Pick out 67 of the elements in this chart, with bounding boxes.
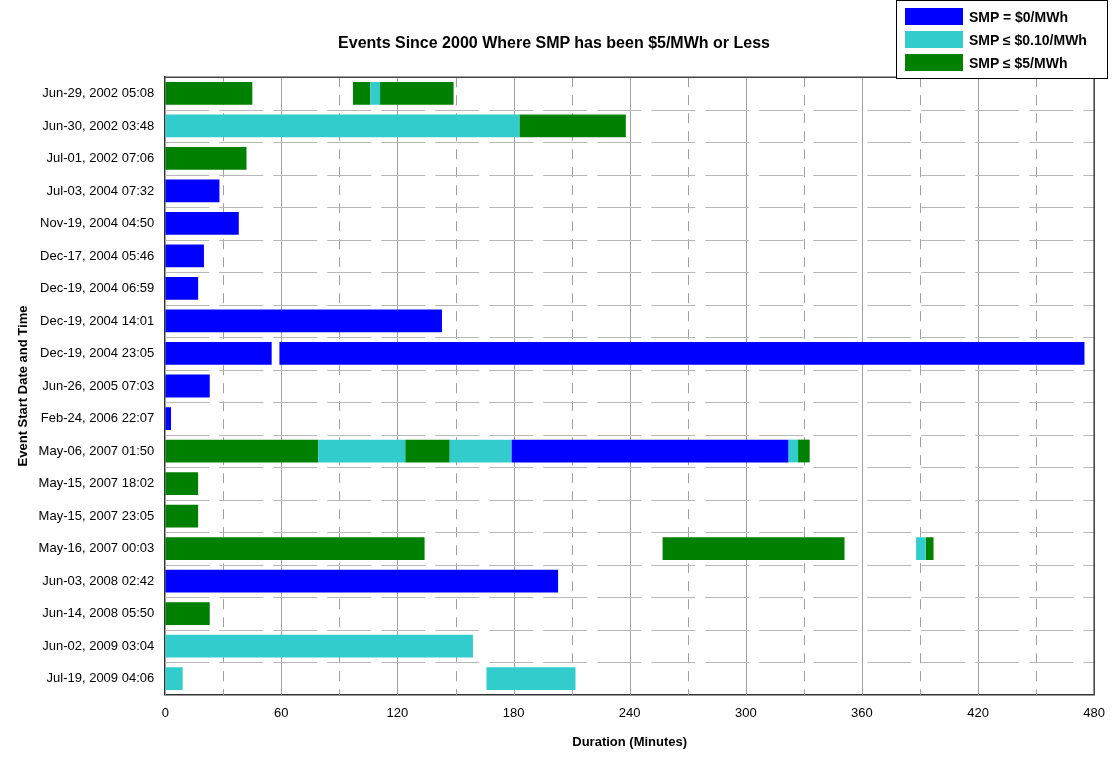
x-tick-label: 480 xyxy=(1083,705,1106,721)
y-tick-label: May-15, 2007 18:02 xyxy=(38,475,155,491)
bar xyxy=(165,504,199,528)
bar xyxy=(798,439,810,463)
y-tick-label: May-06, 2007 01:50 xyxy=(38,442,155,458)
legend-label: SMP ≤ $0.10/MWh xyxy=(969,31,1088,48)
bar xyxy=(165,309,442,333)
bar xyxy=(165,667,183,690)
chart-title: Events Since 2000 Where SMP has been $5/MWh or Less xyxy=(338,34,771,52)
bar xyxy=(165,537,425,560)
y-tick-label: May-16, 2007 00:03 xyxy=(38,540,155,556)
bar xyxy=(165,602,210,625)
bar xyxy=(165,569,559,593)
bar xyxy=(662,537,845,560)
bar xyxy=(165,244,204,268)
y-tick-label: Nov-19, 2004 04:50 xyxy=(40,215,155,231)
y-tick-label: Jun-26, 2005 07:03 xyxy=(42,377,155,393)
x-tick-label: 0 xyxy=(161,705,169,721)
x-tick-label: 300 xyxy=(734,705,757,721)
bar xyxy=(165,277,199,300)
y-tick-label: Jun-03, 2008 02:42 xyxy=(42,572,155,588)
legend-label: SMP ≤ $5/MWh xyxy=(969,54,1069,71)
bar xyxy=(165,342,272,365)
bar xyxy=(279,342,1085,365)
bar xyxy=(165,179,220,203)
bar xyxy=(165,82,253,105)
bar xyxy=(370,82,381,105)
bar xyxy=(916,537,926,560)
bar xyxy=(165,634,473,658)
y-axis-title: Event Start Date and Time xyxy=(15,305,31,467)
y-tick-label: Jun-30, 2002 03:48 xyxy=(42,117,155,133)
bar xyxy=(449,439,512,463)
bar xyxy=(519,114,626,138)
bar xyxy=(318,439,406,463)
x-axis-title: Duration (Minutes) xyxy=(572,733,688,749)
bar xyxy=(788,439,799,463)
y-tick-label: Feb-24, 2006 22:07 xyxy=(40,410,155,426)
y-tick-label: Jul-01, 2002 07:06 xyxy=(46,150,155,166)
bar xyxy=(165,439,319,463)
y-tick-label: Jun-29, 2002 05:08 xyxy=(42,85,155,101)
x-tick-label: 60 xyxy=(274,705,289,721)
y-tick-label: Dec-19, 2004 14:01 xyxy=(40,312,155,328)
bar xyxy=(165,114,520,138)
bar xyxy=(380,82,454,105)
bar xyxy=(165,374,210,398)
y-tick-label: Dec-19, 2004 06:59 xyxy=(40,280,155,296)
y-tick-label: Jun-02, 2009 03:04 xyxy=(42,637,155,653)
bar xyxy=(405,439,450,463)
bar xyxy=(511,439,789,463)
y-tick-label: Jul-03, 2004 07:32 xyxy=(46,182,155,198)
x-tick-label: 240 xyxy=(618,705,641,721)
bar xyxy=(352,82,371,105)
legend-label: SMP = $0/MWh xyxy=(969,8,1069,25)
y-tick-label: May-15, 2007 23:05 xyxy=(38,507,155,523)
x-tick-label: 420 xyxy=(967,705,989,721)
x-tick-label: 360 xyxy=(851,705,873,721)
y-tick-label: Jul-19, 2009 04:06 xyxy=(46,670,155,686)
bar xyxy=(165,147,247,170)
x-tick-label: 180 xyxy=(502,705,525,721)
bar xyxy=(486,667,576,690)
y-tick-label: Dec-19, 2004 23:05 xyxy=(40,345,155,361)
bar xyxy=(925,537,934,560)
x-tick-label: 120 xyxy=(386,705,409,721)
bar xyxy=(165,212,239,235)
y-tick-label: Jun-14, 2008 05:50 xyxy=(42,605,155,621)
y-tick-label: Dec-17, 2004 05:46 xyxy=(40,247,155,263)
bar xyxy=(165,472,199,495)
